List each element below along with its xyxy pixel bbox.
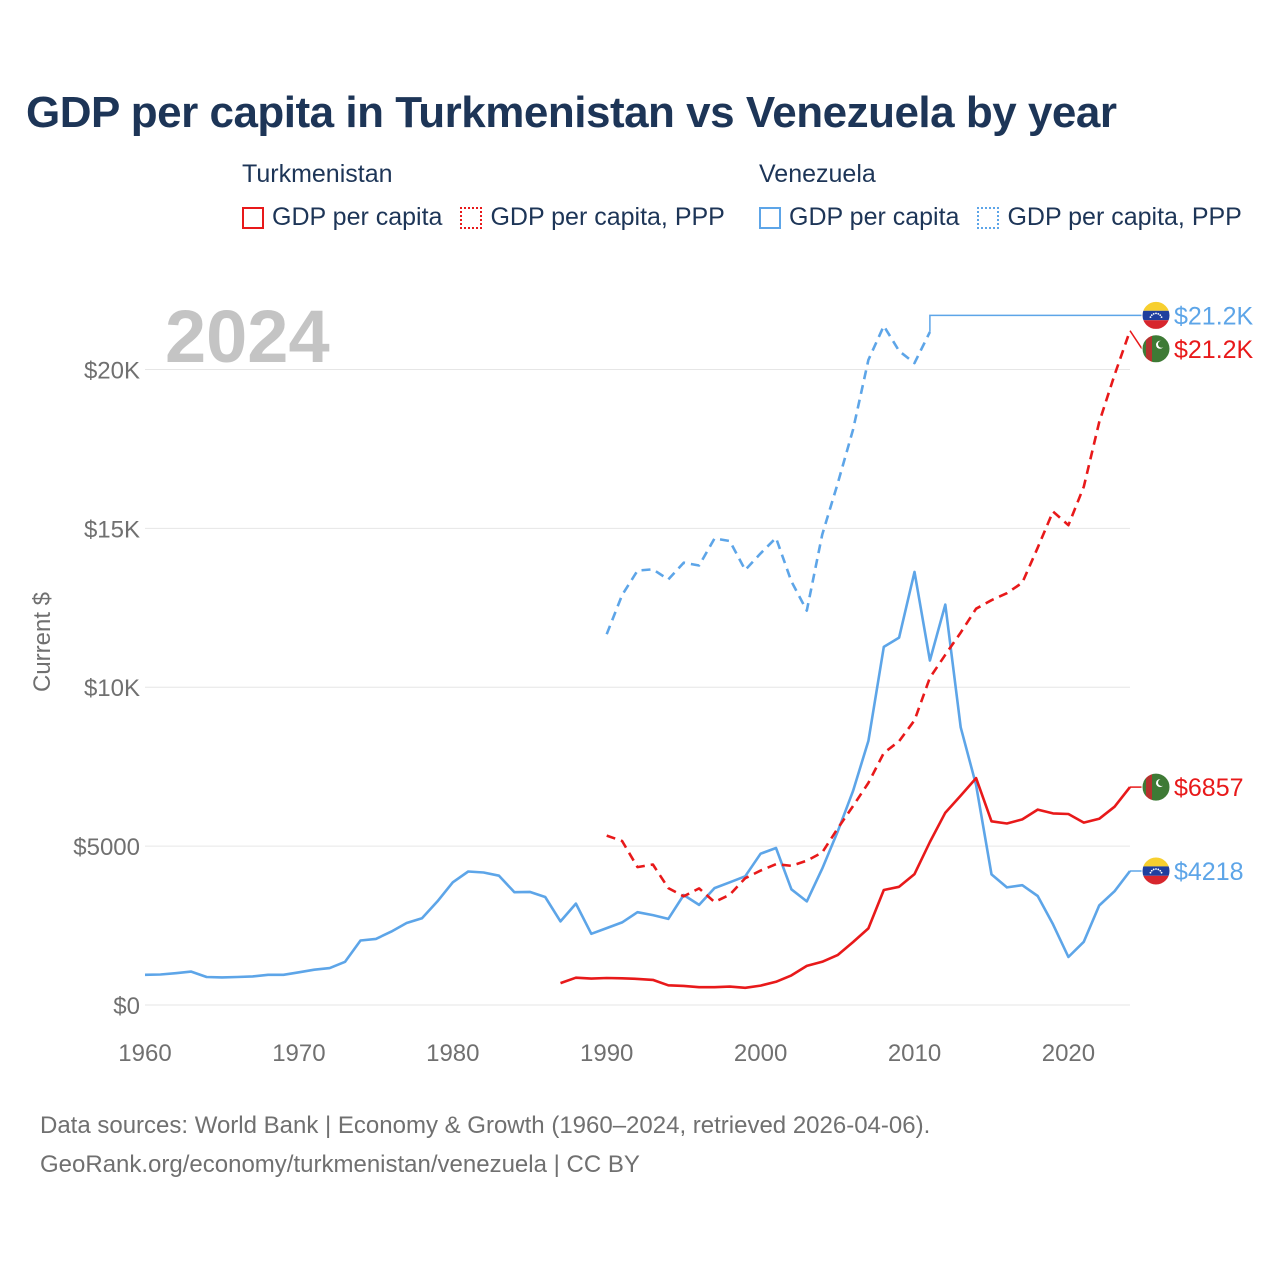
venezuela-flag-icon-venezuela-gdp-per-capita [1141,856,1171,886]
legend-label-turkmenistan-ppp: GDP per capita, PPP [490,203,725,231]
y-tick-label-5000: $5000 [73,834,140,861]
year-watermark: 2024 [165,295,330,378]
legend-label-venezuela-gdp: GDP per capita [789,203,960,231]
x-tick-label-1980: 1980 [426,1040,479,1067]
y-tick-label-15000: $15K [84,516,140,543]
legend-group-venezuela: Venezuela GDP per capita GDP per capita,… [759,160,1260,232]
series-lines [144,324,1132,990]
series-line-venezuela-gdp-per-capita [144,570,1132,979]
end-labels: $4218 $21.2K $6857 $21.2K [929,300,1254,886]
leader-line-turkmenistan-gdp-per-capita-ppp [1129,330,1143,350]
legend-label-venezuela-ppp: GDP per capita, PPP [1007,203,1242,231]
x-tick-label-2020: 2020 [1042,1040,1095,1067]
turkmenistan-flag-icon-turkmenistan-gdp-per-capita [1141,772,1171,802]
end-label-turkmenistan-gdp-per-capita: $6857 [1174,774,1244,802]
y-tick-label-10000: $10K [84,675,140,702]
turkmenistan-flag-icon-turkmenistan-gdp-per-capita-ppp [1141,334,1171,364]
line-chart: $0 $5000 $10K $15K $20K 1960 1970 1980 1990 2000… [29,295,1254,1067]
y-tick-label-20000: $20K [84,357,140,384]
end-label-turkmenistan-gdp-per-capita-ppp: $21.2K [1174,336,1254,364]
series-line-venezuela-gdp-per-capita-ppp [605,324,932,635]
footer-sources: Data sources: World Bank | Economy & Gro… [40,1112,931,1139]
x-axis-ticks: 1960 1970 1980 1990 2000 2010 2020 [118,1040,1095,1067]
y-axis-label: Current $ [29,592,56,692]
footer-credit[interactable]: GeoRank.org/economy/turkmenistan/venezue… [40,1151,640,1178]
end-label-venezuela-gdp-per-capita: $4218 [1174,858,1244,886]
legend-item-venezuela-gdp[interactable]: GDP per capita [759,203,959,232]
chart-title: GDP per capita in Turkmenistan vs Venezu… [26,88,1117,137]
legend-item-venezuela-ppp[interactable]: GDP per capita, PPP [977,203,1242,232]
x-tick-label-1990: 1990 [580,1040,633,1067]
legend-item-turkmenistan-ppp[interactable]: GDP per capita, PPP [460,203,725,232]
y-tick-label-0: $0 [113,993,140,1020]
legend-swatch-venezuela-ppp [977,206,1000,229]
legend-group-title-turkmenistan: Turkmenistan [242,160,393,188]
legend-group-turkmenistan: Turkmenistan GDP per capita GDP per capi… [242,160,743,232]
x-tick-label-2010: 2010 [888,1040,941,1067]
legend-label-turkmenistan-gdp: GDP per capita [272,203,443,231]
series-line-turkmenistan-gdp-per-capita-ppp [606,330,1132,904]
legend-group-title-venezuela: Venezuela [759,160,876,188]
x-tick-label-1960: 1960 [118,1040,171,1067]
venezuela-flag-icon-venezuela-gdp-per-capita-ppp [1141,300,1171,330]
x-tick-label-2000: 2000 [734,1040,787,1067]
gridlines [145,368,1130,1006]
legend-swatch-turkmenistan-ppp [460,206,483,229]
end-label-venezuela-gdp-per-capita-ppp: $21.2K [1174,302,1254,330]
x-tick-label-1970: 1970 [272,1040,325,1067]
footer: Data sources: World Bank | Economy & Gro… [40,1106,930,1184]
legend-swatch-venezuela-gdp [759,206,781,229]
legend-swatch-turkmenistan-gdp [242,206,264,229]
series-line-turkmenistan-gdp-per-capita [560,776,1132,990]
legend-item-turkmenistan-gdp[interactable]: GDP per capita [242,203,442,232]
leader-line-venezuela-gdp-per-capita-ppp [929,314,1142,332]
y-axis-ticks: $0 $5000 $10K $15K $20K [73,357,140,1020]
